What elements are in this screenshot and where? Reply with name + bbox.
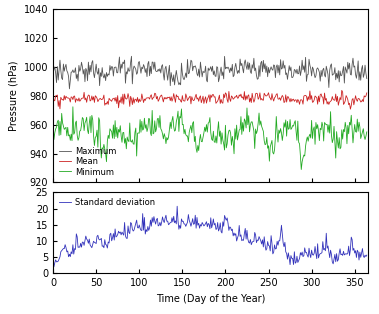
Minimum [179, 116, 183, 120]
Standard deviation [321, 248, 326, 252]
Minimum [138, 118, 143, 122]
Maximum [139, 71, 143, 75]
Standard deviation [138, 226, 143, 230]
Legend: Maximum, Mean, Minimum: Maximum, Mean, Minimum [57, 145, 118, 178]
Maximum [129, 54, 134, 58]
Standard deviation [352, 246, 356, 250]
Maximum [67, 87, 72, 91]
Standard deviation [118, 230, 122, 234]
Minimum [365, 130, 369, 134]
Standard deviation [175, 204, 179, 208]
Minimum [70, 105, 75, 109]
Maximum [365, 77, 369, 80]
X-axis label: Time (Day of the Year): Time (Day of the Year) [156, 294, 265, 304]
Maximum [179, 61, 184, 65]
Line: Minimum: Minimum [53, 107, 367, 170]
Standard deviation [177, 224, 182, 227]
Mean [177, 97, 182, 101]
Legend: Standard deviation: Standard deviation [57, 197, 157, 209]
Mean [352, 103, 356, 107]
Mean [365, 91, 369, 95]
Minimum [118, 124, 122, 127]
Mean [319, 95, 324, 99]
Maximum [352, 65, 356, 69]
Standard deviation [52, 265, 56, 268]
Line: Standard deviation: Standard deviation [53, 206, 367, 267]
Mean [340, 89, 344, 92]
Mean [176, 95, 180, 98]
Mean [117, 99, 122, 102]
Mean [348, 107, 353, 111]
Standard deviation [51, 257, 55, 261]
Minimum [352, 131, 356, 135]
Mean [137, 97, 141, 101]
Minimum [299, 168, 304, 171]
Maximum [177, 81, 182, 85]
Maximum [321, 66, 326, 70]
Maximum [118, 71, 122, 75]
Standard deviation [179, 217, 184, 221]
Mean [51, 93, 55, 96]
Minimum [321, 139, 326, 143]
Line: Maximum: Maximum [53, 56, 367, 89]
Minimum [51, 120, 55, 124]
Y-axis label: Pressure (hPa): Pressure (hPa) [8, 61, 18, 131]
Maximum [51, 72, 55, 76]
Standard deviation [365, 253, 369, 257]
Minimum [177, 130, 181, 133]
Line: Mean: Mean [53, 90, 367, 109]
